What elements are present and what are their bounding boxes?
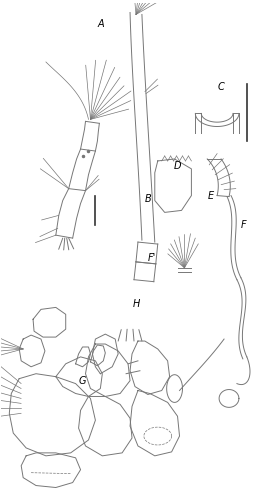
Polygon shape: [19, 335, 45, 367]
Polygon shape: [21, 453, 81, 488]
Polygon shape: [9, 374, 95, 456]
Polygon shape: [85, 344, 130, 397]
Polygon shape: [130, 341, 170, 394]
Text: H: H: [132, 300, 140, 310]
Polygon shape: [155, 159, 191, 212]
Polygon shape: [33, 308, 66, 337]
Polygon shape: [79, 396, 132, 456]
Polygon shape: [130, 390, 180, 456]
Polygon shape: [56, 357, 102, 397]
Text: A: A: [97, 20, 104, 30]
Text: C: C: [218, 82, 225, 92]
Text: D: D: [174, 161, 181, 171]
Polygon shape: [92, 334, 118, 374]
Text: F': F': [148, 253, 156, 263]
Text: G: G: [79, 376, 86, 386]
Text: B: B: [144, 194, 151, 203]
Polygon shape: [91, 345, 105, 366]
Text: E: E: [208, 190, 214, 200]
Text: F: F: [241, 220, 247, 230]
Polygon shape: [76, 347, 91, 367]
